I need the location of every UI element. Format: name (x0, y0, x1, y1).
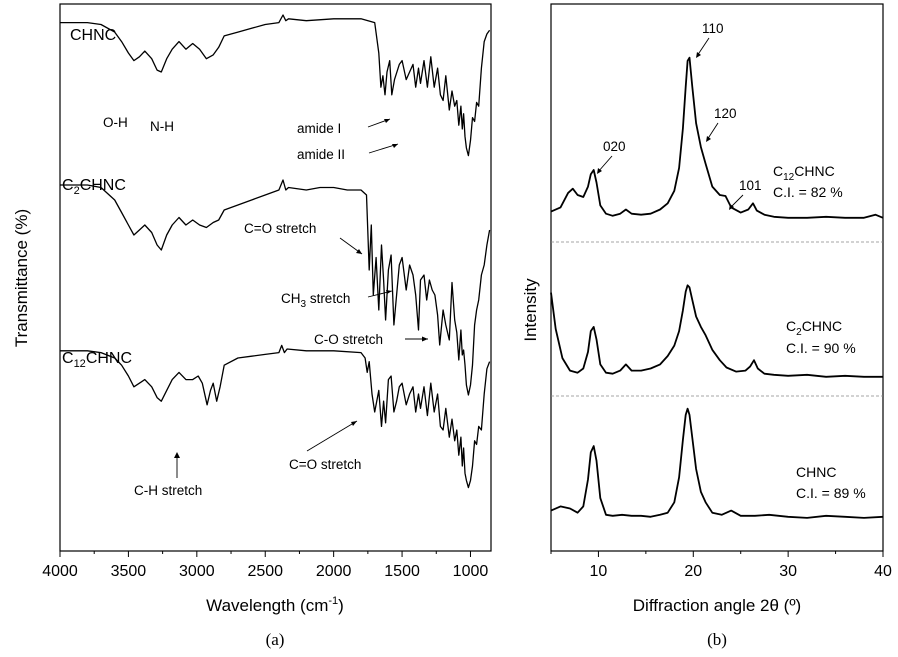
ftir-spectra (60, 15, 490, 488)
xrd-x-tick-label: 10 (590, 563, 608, 580)
xrd-x-tick-label: 20 (684, 563, 702, 580)
xrd-reflection-101: 101 (739, 178, 762, 193)
xrd-patterns (551, 58, 883, 518)
ftir-panel: 4000 3500 3000 2500 2000 1500 1000 CHNC C2CHNC… (12, 4, 491, 649)
panel-b-label: (b) (707, 630, 727, 649)
ftir-x-axis-label: Wavelength (cm-1) (206, 595, 344, 615)
ftir-arrow-co-stretch-c12 (307, 421, 357, 451)
ftir-series-label-chnc: CHNC (70, 27, 116, 44)
xrd-sample-label-chnc: CHNC (796, 464, 836, 480)
ftir-x-tick-label: 1000 (453, 563, 489, 580)
xrd-reflection-020: 020 (603, 139, 626, 154)
xrd-sample-label-c2chnc: C2CHNC (786, 318, 842, 338)
xrd-x-axis-label: Diffraction angle 2θ (º) (633, 596, 801, 615)
xrd-reflection-110: 110 (702, 21, 724, 36)
ftir-arrowhead-c-o-stretch (422, 337, 428, 342)
ftir-x-tick-label: 4000 (42, 563, 78, 580)
ftir-y-axis-label: Transmittance (%) (12, 209, 31, 347)
ftir-arrowhead-ch3-stretch (386, 290, 392, 294)
xrd-sample-label-c12chnc: C12CHNC (773, 163, 835, 183)
ftir-peak-label-co-stretch-c12: C=O stretch (289, 457, 361, 472)
xrd-panel: 10 20 30 40 020 110 120 101 C12CHNC C.I. = … (521, 4, 892, 649)
ftir-x-ticks: 4000 3500 3000 2500 2000 1500 1000 (42, 551, 488, 580)
ftir-series-label-c2chnc: C2CHNC (62, 177, 126, 197)
ftir-peak-label-co-stretch-c2: C=O stretch (244, 221, 316, 236)
ftir-x-tick-label: 3000 (179, 563, 215, 580)
xrd-reflection-120: 120 (714, 106, 737, 121)
panel-a-label: (a) (266, 630, 285, 649)
xrd-arrow-110 (697, 38, 709, 56)
ftir-x-tick-label: 2500 (247, 563, 283, 580)
xrd-x-tick-label: 30 (779, 563, 797, 580)
xrd-y-axis-label: Intensity (521, 278, 540, 342)
ftir-peak-label-ch-stretch: C-H stretch (134, 483, 202, 498)
xrd-ci-label-c2chnc: C.I. = 90 % (786, 340, 856, 356)
ftir-peak-label-c-o-stretch: C-O stretch (314, 332, 383, 347)
xrd-ci-label-chnc: C.I. = 89 % (796, 485, 866, 501)
xrd-arrowhead-110 (696, 52, 701, 58)
ftir-x-tick-label: 1500 (384, 563, 420, 580)
ftir-plot-frame (60, 4, 491, 551)
ftir-peak-label-amide1: amide I (297, 121, 341, 136)
ftir-series-label-c12chnc: C12CHNC (62, 350, 132, 370)
ftir-peak-label-nh: N-H (150, 119, 174, 134)
ftir-peak-label-oh: O-H (103, 115, 128, 130)
xrd-x-tick-label: 40 (874, 563, 892, 580)
ftir-arrowhead-ch-stretch (174, 452, 180, 458)
ftir-peak-label-amide2: amide II (297, 147, 345, 162)
ftir-arrowhead-co-stretch-c12 (351, 421, 357, 426)
xrd-ci-label-c12chnc: C.I. = 82 % (773, 184, 843, 200)
ftir-x-tick-label: 3500 (111, 563, 147, 580)
ftir-x-tick-label: 2000 (316, 563, 352, 580)
xrd-x-ticks: 10 20 30 40 (551, 551, 892, 580)
ftir-peak-label-ch3-stretch: CH3 stretch (281, 291, 350, 310)
ftir-series-chnc (60, 15, 490, 156)
